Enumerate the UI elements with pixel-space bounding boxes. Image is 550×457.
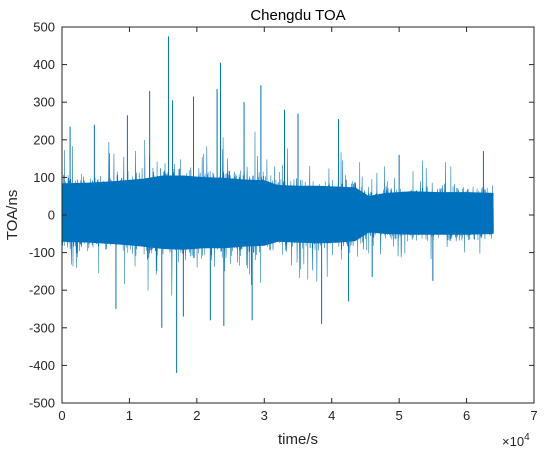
ticks-layer: 0 1 2 3 4 5 6 7 -500 -400 -300 -200 -100 0 100 200 300 40… <box>29 20 538 424</box>
y-tick-label: -400 <box>29 358 55 373</box>
data-layer <box>61 36 494 373</box>
y-tick-label: 100 <box>33 170 55 185</box>
y-tick-label: 200 <box>33 132 55 147</box>
y-tick-label: 300 <box>33 95 55 110</box>
series-line <box>61 131 494 296</box>
x-axis-multiplier: ×104 <box>502 432 530 449</box>
x-tick-label: 3 <box>261 408 268 423</box>
y-tick-label: -500 <box>29 396 55 411</box>
y-axis-label: TOA/ns <box>4 190 21 241</box>
x-tick-label: 2 <box>193 408 200 423</box>
x-tick-label: 7 <box>530 408 537 423</box>
chart-title: Chengdu TOA <box>250 7 345 24</box>
x-axis-multiplier-exponent: 4 <box>524 432 530 443</box>
y-tick-label: 500 <box>33 20 55 35</box>
x-tick-label: 1 <box>126 408 133 423</box>
y-tick-label: -300 <box>29 320 55 335</box>
y-tick-label: -100 <box>29 245 55 260</box>
y-tick-label: 400 <box>33 57 55 72</box>
x-tick-label: 0 <box>58 408 65 423</box>
y-tick-label: 0 <box>48 208 55 223</box>
x-tick-label: 5 <box>396 408 403 423</box>
x-axis-multiplier-base: ×10 <box>502 434 524 449</box>
x-axis-label: time/s <box>278 431 318 448</box>
y-tick-label: -200 <box>29 283 55 298</box>
x-tick-label: 6 <box>463 408 470 423</box>
x-tick-label: 4 <box>328 408 335 423</box>
